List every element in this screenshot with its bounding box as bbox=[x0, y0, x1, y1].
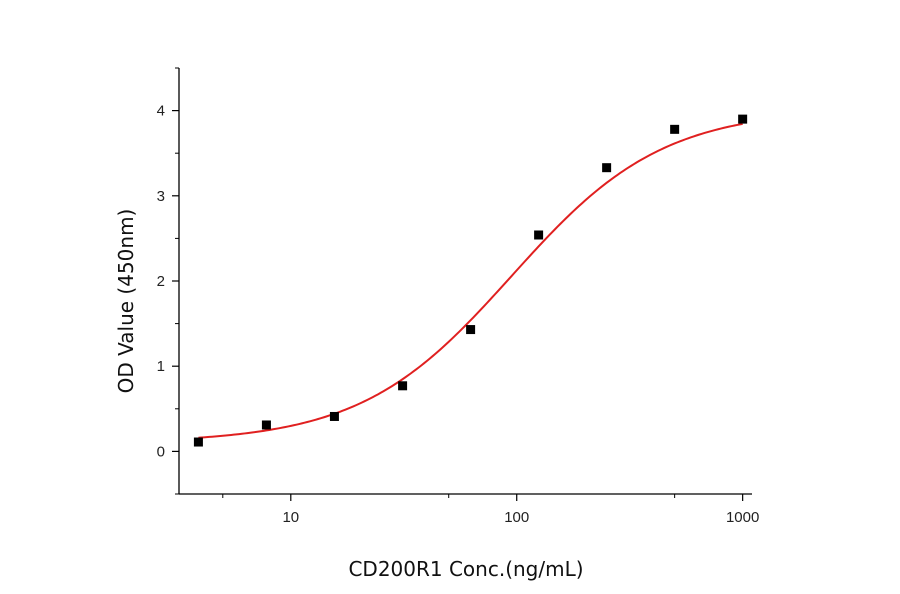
fit-curve bbox=[198, 122, 743, 439]
fit-curve-group bbox=[198, 122, 743, 439]
y-tick-label: 4 bbox=[157, 103, 165, 120]
y-tick-label: 1 bbox=[157, 358, 165, 375]
data-point bbox=[670, 124, 680, 134]
data-point bbox=[398, 381, 408, 391]
data-point bbox=[329, 411, 339, 421]
y-tick-label: 2 bbox=[157, 273, 165, 290]
y-tick-label: 0 bbox=[157, 443, 165, 460]
x-tick-label: 1000 bbox=[726, 509, 759, 526]
data-point bbox=[466, 325, 476, 335]
x-axis-title: CD200R1 Conc.(ng/mL) bbox=[348, 557, 583, 581]
axes: 0 1 2 3 4 10 100 1000 bbox=[157, 67, 759, 526]
y-axis-title: OD Value (450nm) bbox=[114, 209, 138, 394]
y-tick-label: 3 bbox=[157, 188, 165, 205]
x-tick-label: 100 bbox=[504, 509, 529, 526]
data-points bbox=[193, 114, 748, 447]
x-tick-label: 10 bbox=[282, 509, 299, 526]
data-point bbox=[193, 437, 203, 447]
data-point bbox=[602, 163, 612, 173]
data-point bbox=[261, 420, 271, 430]
data-point bbox=[738, 114, 748, 124]
data-point bbox=[534, 230, 544, 240]
